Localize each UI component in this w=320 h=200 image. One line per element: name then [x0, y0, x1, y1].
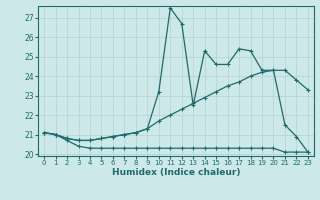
X-axis label: Humidex (Indice chaleur): Humidex (Indice chaleur) [112, 168, 240, 177]
